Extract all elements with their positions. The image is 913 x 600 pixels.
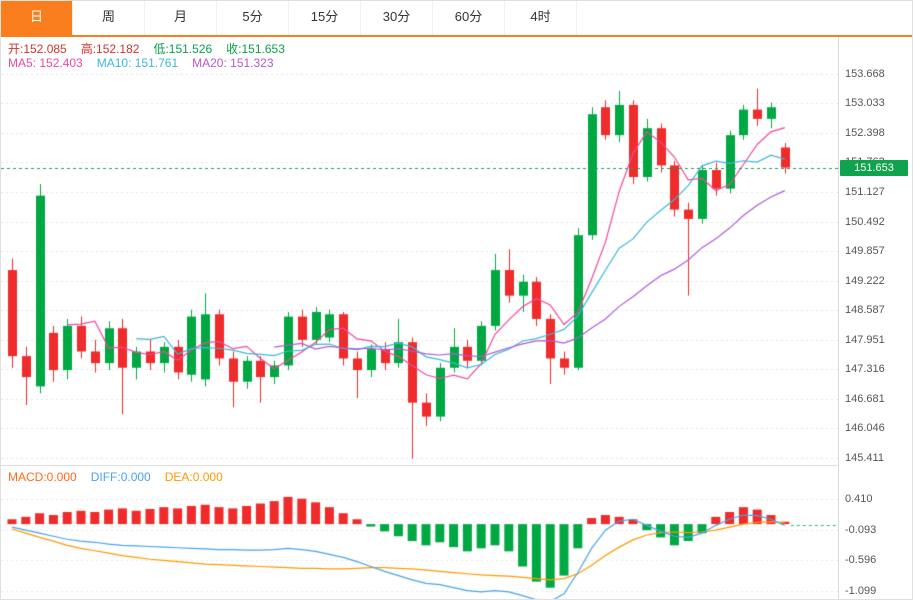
- ma-legend: MA5: 152.403 MA10: 151.761 MA20: 151.323: [8, 56, 288, 70]
- timeframe-toolbar: 日周月 5分 15分 30分 60分 4时: [1, 1, 912, 37]
- ohlc-legend: 开:152.085 高:152.182 低:151.526 收:151.653: [8, 40, 299, 57]
- timeframe-tab-6[interactable]: 30分: [361, 1, 433, 35]
- legend-item-ma5: MA5: 152.403: [8, 56, 83, 70]
- price-axis: 151.653 153.668153.033152.398151.763151.…: [838, 37, 912, 599]
- y-axis-label: 149.222: [845, 274, 885, 287]
- y-axis-label: 146.046: [845, 422, 885, 435]
- y-axis-label: 151.127: [845, 186, 885, 199]
- y-axis-label: 147.316: [845, 363, 885, 376]
- legend-item-低: 低:151.526: [153, 42, 213, 56]
- legend-item-diff: DIFF:0.000: [90, 470, 151, 484]
- timeframe-tab-8[interactable]: 4时: [505, 1, 577, 35]
- y-axis-label: -0.596: [845, 554, 877, 567]
- legend-item-开: 开:152.085: [8, 42, 67, 56]
- candlestick-chart-canvas[interactable]: [1, 37, 839, 465]
- y-axis-label: 148.587: [845, 304, 885, 317]
- current-price-badge: 151.653: [840, 159, 908, 176]
- timeframe-tab-5[interactable]: 15分: [289, 1, 361, 35]
- timeframe-tab-2[interactable]: 周: [73, 1, 145, 35]
- y-axis-label: 153.033: [845, 97, 885, 110]
- y-axis-label: -1.099: [845, 584, 877, 597]
- timeframe-tab-4[interactable]: 5分: [217, 1, 289, 35]
- panel-divider: [1, 465, 839, 466]
- y-axis-label: 0.410: [845, 493, 873, 506]
- legend-item-macd: MACD:0.000: [8, 470, 77, 484]
- legend-item-dea: DEA:0.000: [164, 470, 223, 484]
- y-axis-label: 152.398: [845, 126, 885, 139]
- y-axis-label: -0.093: [845, 523, 877, 536]
- y-axis-label: 149.857: [845, 245, 885, 258]
- timeframe-tab-7[interactable]: 60分: [433, 1, 505, 35]
- timeframe-tab-1[interactable]: 日: [1, 1, 73, 35]
- legend-item-ma10: MA10: 151.761: [96, 56, 179, 70]
- legend-item-ma20: MA20: 151.323: [192, 56, 274, 70]
- legend-item-收: 收:151.653: [226, 42, 285, 56]
- legend-item-高: 高:152.182: [80, 42, 140, 56]
- macd-legend: MACD:0.000 DIFF:0.000 DEA:0.000: [8, 470, 237, 484]
- y-axis-label: 150.492: [845, 215, 885, 228]
- y-axis-label: 147.951: [845, 333, 885, 346]
- y-axis-label: 146.681: [845, 392, 885, 405]
- macd-chart-canvas[interactable]: [1, 466, 839, 599]
- timeframe-tab-3[interactable]: 月: [145, 1, 217, 35]
- y-axis-label: 145.411: [845, 451, 884, 464]
- y-axis-label: 153.668: [845, 67, 885, 80]
